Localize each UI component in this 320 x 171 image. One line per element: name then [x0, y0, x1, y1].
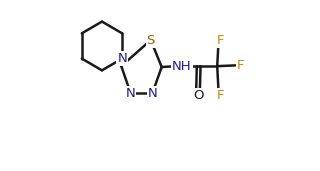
Text: F: F	[217, 89, 225, 102]
Text: N: N	[117, 52, 127, 65]
Text: F: F	[217, 34, 225, 47]
Text: N: N	[148, 87, 157, 100]
Text: F: F	[237, 59, 244, 72]
Text: NH: NH	[172, 60, 192, 73]
Text: N: N	[126, 87, 135, 100]
Text: S: S	[147, 34, 155, 47]
Text: O: O	[193, 89, 203, 102]
